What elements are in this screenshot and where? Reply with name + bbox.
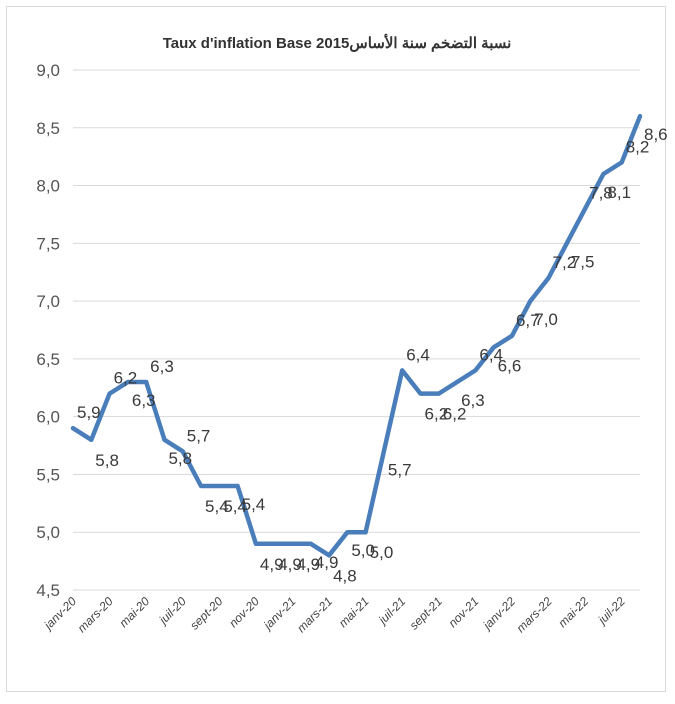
data-point (144, 380, 149, 384)
data-label: 5,4 (223, 497, 247, 516)
x-tick-label: nov-21 (446, 594, 482, 630)
x-tick-label: mars-21 (294, 594, 335, 635)
data-label: 5,8 (95, 451, 119, 470)
data-label: 6,7 (516, 311, 540, 330)
data-label: 6,2 (443, 405, 467, 424)
y-tick-label: 4,5 (36, 581, 60, 600)
gridlines (73, 69, 640, 591)
data-label: 4,9 (296, 555, 320, 574)
data-point (546, 276, 551, 280)
data-point (107, 391, 112, 396)
data-label: 4,9 (260, 555, 284, 574)
data-point (400, 368, 405, 373)
x-tick-label: janv-21 (259, 594, 298, 633)
data-point (619, 160, 624, 165)
data-point (564, 241, 569, 246)
data-label: 5,4 (205, 497, 229, 516)
data-point (455, 380, 460, 384)
y-tick-label: 5,5 (36, 465, 60, 484)
data-label: 5,7 (187, 426, 211, 445)
x-tick-label: mars-20 (75, 594, 116, 635)
data-label: 6,3 (461, 391, 485, 410)
chart-frame (6, 6, 666, 692)
data-label: 7,2 (553, 253, 577, 272)
x-tick-label: juil-20 (155, 594, 189, 628)
x-tick-label: sept-20 (187, 594, 225, 632)
data-label: 7,5 (571, 252, 595, 271)
x-tick-label: juil-22 (594, 594, 628, 628)
data-point (381, 449, 386, 454)
data-label: 6,2 (425, 405, 449, 424)
series-line (70, 113, 643, 558)
x-tick-label: sept-21 (407, 594, 445, 632)
x-tick-label: mars-22 (514, 594, 555, 635)
data-point (180, 449, 185, 454)
data-point (217, 484, 222, 488)
data-label: 8,2 (626, 137, 650, 156)
data-point (436, 391, 441, 396)
data-label: 5,4 (242, 495, 266, 514)
data-point (638, 114, 642, 119)
data-point (89, 437, 94, 442)
data-label: 5,0 (351, 541, 375, 560)
data-labels: 5,95,86,26,36,35,85,75,45,45,44,94,94,94… (77, 125, 668, 585)
x-tick-label: janv-22 (479, 594, 518, 633)
data-point (125, 380, 130, 384)
y-tick-label: 8,5 (36, 119, 60, 138)
x-tick-label: nov-20 (226, 594, 262, 630)
data-label: 4,8 (333, 566, 357, 585)
y-tick-label: 8,0 (36, 177, 60, 196)
x-tick-label: mai-20 (116, 594, 152, 630)
data-label: 6,2 (114, 369, 138, 388)
data-point (363, 530, 368, 535)
x-tick-label: mai-22 (555, 594, 591, 630)
data-label: 5,9 (77, 403, 101, 422)
data-point (199, 484, 204, 488)
data-point (235, 484, 240, 488)
data-point (162, 437, 167, 442)
data-point (253, 541, 258, 546)
data-label: 6,3 (132, 391, 156, 410)
y-axis-ticks: 9,0 8,5 8,0 7,5 7,0 6,5 6,0 5,5 5,0 4,5 (36, 61, 60, 600)
data-label: 6,6 (498, 356, 522, 375)
data-label: 4,9 (315, 553, 339, 572)
data-point (290, 541, 295, 546)
x-tick-label: juil-21 (374, 594, 408, 628)
data-point (308, 541, 313, 546)
data-point (71, 426, 75, 431)
data-point (418, 391, 423, 396)
data-label: 6,3 (150, 357, 174, 376)
data-point (473, 368, 478, 373)
data-label: 6,4 (406, 345, 430, 364)
y-tick-label: 7,5 (36, 234, 60, 253)
data-label: 8,6 (644, 125, 668, 144)
y-tick-label: 5,0 (36, 523, 60, 542)
y-tick-label: 6,0 (36, 408, 60, 427)
x-tick-label: mai-21 (336, 594, 372, 630)
data-label: 7,8 (589, 184, 613, 203)
data-point (272, 541, 277, 546)
data-point (528, 299, 533, 304)
data-point (601, 172, 606, 176)
data-point (327, 553, 332, 558)
data-point (583, 206, 588, 211)
data-label: 5,0 (370, 543, 394, 562)
data-label: 7,0 (534, 310, 558, 329)
data-point (509, 333, 514, 338)
data-label: 5,7 (388, 460, 412, 479)
data-point (491, 345, 496, 350)
data-point (345, 530, 350, 535)
data-label: 8,1 (607, 183, 631, 202)
y-tick-label: 6,5 (36, 350, 60, 369)
y-tick-label: 7,0 (36, 292, 60, 311)
series-group (70, 113, 643, 558)
data-label: 6,4 (479, 345, 503, 364)
data-label: 4,9 (278, 555, 302, 574)
chart-title: Taux d'inflation Base 2015نسبة التضخم سن… (163, 33, 512, 52)
y-tick-label: 9,0 (36, 61, 60, 80)
data-label: 5,8 (168, 449, 192, 468)
